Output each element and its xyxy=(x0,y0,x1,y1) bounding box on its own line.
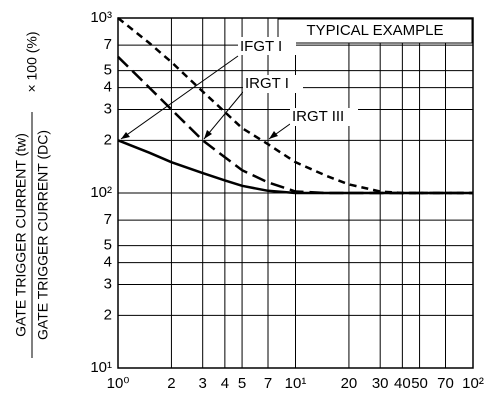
x-tick-label: 20 xyxy=(341,375,358,392)
curve xyxy=(117,17,473,195)
y-label-numerator: GATE TRIGGER CURRENT (tw) xyxy=(13,133,29,337)
x-tick-label: 5 xyxy=(238,375,246,392)
x-tick-label: 10¹ xyxy=(285,375,307,392)
x-tick-label: 40 xyxy=(394,375,411,392)
y-tick-label: 3 xyxy=(104,275,112,292)
y-tick-label: 7 xyxy=(104,211,112,228)
arrow xyxy=(120,55,239,140)
arrowhead xyxy=(121,132,130,139)
x-tick-label: 3 xyxy=(199,375,207,392)
y-tick-label: 5 xyxy=(104,237,112,254)
arrow xyxy=(203,91,244,140)
x-tick-label: 4 xyxy=(221,375,229,392)
y-tick-label: 2 xyxy=(104,131,112,148)
y-tick-label: 2 xyxy=(104,306,112,323)
label-bg xyxy=(238,37,296,55)
series-label: IRGT III xyxy=(292,108,344,125)
y-tick-label: 10¹ xyxy=(90,359,112,376)
arrowhead xyxy=(204,130,212,139)
x-tick-label: 70 xyxy=(437,375,454,392)
x-tick-label: 2 xyxy=(167,375,175,392)
y-axis-label: GATE TRIGGER CURRENT (tw) GATE TRIGGER C… xyxy=(13,31,51,358)
label-bg xyxy=(290,108,358,126)
y-tick-label: 7 xyxy=(104,36,112,53)
series-label: IFGT I xyxy=(240,38,282,55)
y-tick-label: 10³ xyxy=(90,9,112,26)
y-tick-label: 10² xyxy=(90,184,112,201)
curves xyxy=(117,17,473,195)
y-tick-label: 5 xyxy=(104,62,112,79)
x-tick-label: 50 xyxy=(411,375,428,392)
annotation-box xyxy=(277,18,473,44)
y-label-denominator: GATE TRIGGER CURRENT (DC) xyxy=(35,130,51,340)
annotation: TYPICAL EXAMPLE xyxy=(307,22,444,39)
x-tick-label: 10² xyxy=(462,375,484,392)
arrowhead xyxy=(269,131,278,139)
series-label: IRGT I xyxy=(245,75,289,92)
x-tick-label: 10⁰ xyxy=(107,375,130,392)
x-tick-label: 30 xyxy=(372,375,389,392)
y-tick-label: 4 xyxy=(104,79,112,96)
x-tick-label: 7 xyxy=(264,375,272,392)
y-tick-label: 4 xyxy=(104,254,112,271)
label-bg xyxy=(243,75,303,93)
y-tick-label: 3 xyxy=(104,100,112,117)
y-label-suffix: × 100 (%) xyxy=(24,31,40,92)
